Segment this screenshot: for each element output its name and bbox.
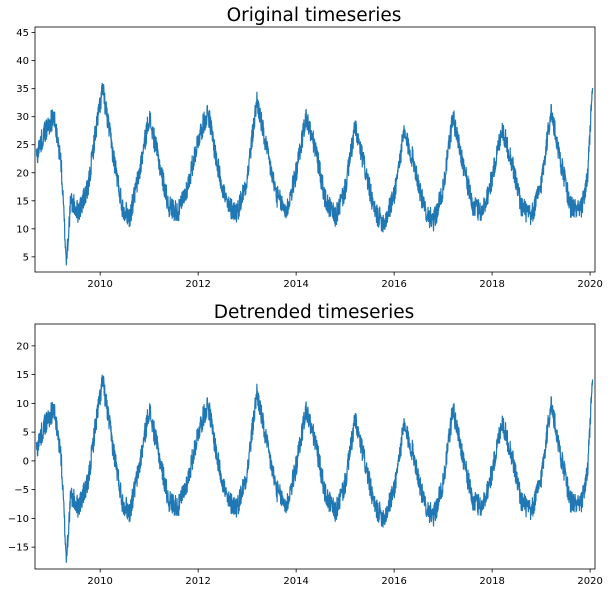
detrended-x-tick-label: 2020 xyxy=(577,576,602,587)
original-x-tick-label: 2018 xyxy=(479,279,504,290)
original-series-layer xyxy=(35,82,594,266)
original-x-tick-label: 2020 xyxy=(577,279,602,290)
original-y-tick-label: 5 xyxy=(23,252,29,263)
detrended-x-tick-label: 2014 xyxy=(283,576,308,587)
detrended-y-tick-label: −10 xyxy=(8,514,29,525)
detrended-x-tick-label: 2018 xyxy=(479,576,504,587)
original-x-tick-label: 2016 xyxy=(381,279,406,290)
detrended-series-layer xyxy=(35,374,594,563)
detrended-y-tick-label: 0 xyxy=(23,456,29,467)
detrended-y-tick-label: −5 xyxy=(14,485,29,496)
detrended-timeseries-chart: Detrended timeseries 2010 2012 2014 2016 201… xyxy=(8,302,603,587)
original-y-axis: 5 10 15 20 25 30 35 40 45 xyxy=(16,28,35,263)
detrended-axes-frame xyxy=(34,323,596,570)
original-x-tick-label: 2012 xyxy=(185,279,210,290)
original-x-tick-label: 2014 xyxy=(283,279,308,290)
original-y-tick-label: 40 xyxy=(16,56,29,67)
detrended-y-tick-label: −15 xyxy=(8,543,29,554)
original-x-axis: 2010 2012 2014 2016 2018 2020 xyxy=(87,272,603,290)
detrended-series-line xyxy=(35,374,594,563)
original-y-tick-label: 25 xyxy=(16,140,29,151)
detrended-y-tick-label: 10 xyxy=(16,399,29,410)
original-series-line xyxy=(35,82,594,266)
detrended-x-tick-label: 2010 xyxy=(87,576,112,587)
detrended-y-tick-label: 20 xyxy=(16,341,29,352)
detrended-x-tick-label: 2012 xyxy=(185,576,210,587)
detrended-y-tick-label: 5 xyxy=(23,428,29,439)
detrended-y-tick-label: 15 xyxy=(16,370,29,381)
original-y-tick-label: 30 xyxy=(16,112,29,123)
original-x-tick-label: 2010 xyxy=(87,279,112,290)
original-y-tick-label: 15 xyxy=(16,196,29,207)
original-axes-frame xyxy=(34,26,596,273)
original-y-tick-label: 35 xyxy=(16,84,29,95)
original-chart-title: Original timeseries xyxy=(227,5,402,26)
detrended-x-tick-label: 2016 xyxy=(381,576,406,587)
original-y-tick-label: 45 xyxy=(16,28,29,39)
original-y-tick-label: 20 xyxy=(16,168,29,179)
original-timeseries-chart: Original timeseries 2010 2012 2014 2016 2018… xyxy=(16,5,603,290)
detrended-chart-title: Detrended timeseries xyxy=(214,302,415,323)
detrended-y-axis: −15 −10 −5 0 5 10 15 20 xyxy=(8,341,35,554)
original-y-tick-label: 10 xyxy=(16,224,29,235)
detrended-x-axis: 2010 2012 2014 2016 2018 2020 xyxy=(87,569,603,587)
